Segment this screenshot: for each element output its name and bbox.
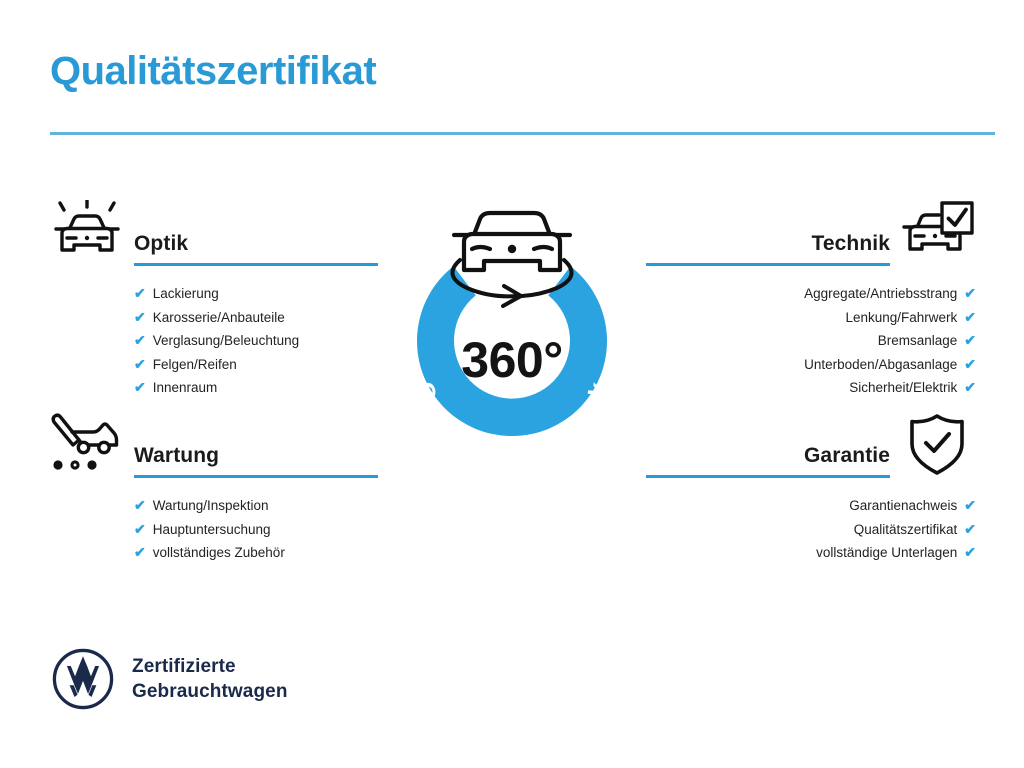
list-item: ✔ Hauptuntersuchung (134, 518, 378, 542)
car-shine-icon (48, 200, 126, 266)
section-title-optik: Optik (134, 232, 189, 255)
check-icon: ✔ (134, 379, 146, 395)
check-icon: ✔ (134, 497, 146, 513)
footer-brand: Zertifizierte Gebrauchtwagen (52, 648, 288, 710)
badge-ring (417, 266, 607, 437)
checklist-garantie: Garantienachweis ✔ Qualitätszertifikat ✔ v… (646, 494, 976, 565)
car-service-tools-icon (48, 412, 126, 478)
page-title: Qualitätszertifikat (50, 49, 377, 93)
footer-wordmark: Zertifizierte Gebrauchtwagen (132, 654, 288, 704)
list-item: ✔ Verglasung/Beleuchtung (134, 329, 378, 353)
check-icon: ✔ (134, 285, 146, 301)
list-item-label: Karosserie/Anbauteile (152, 309, 285, 325)
check-icon: ✔ (964, 285, 976, 301)
check-icon: ✔ (134, 332, 146, 348)
section-title-garantie: Garantie (804, 444, 890, 467)
list-item: Aggregate/Antriebsstrang ✔ (646, 282, 976, 306)
check-icon: ✔ (964, 379, 976, 395)
list-item: Garantienachweis ✔ (646, 494, 976, 518)
list-item-label: vollständige Unterlagen (816, 545, 958, 560)
list-item: ✔ Felgen/Reifen (134, 353, 378, 377)
list-item-label: Qualitätszertifikat (853, 521, 958, 537)
list-item: ✔ Karosserie/Anbauteile (134, 306, 378, 330)
check-icon: ✔ (964, 332, 976, 348)
checklist-optik: ✔ Lackierung ✔ Karosserie/Anbauteile ✔ Verg… (48, 282, 378, 400)
list-item: Unterboden/Abgasanlage ✔ (646, 353, 976, 377)
section-underline-wartung (134, 475, 378, 478)
section-header-optik: Optik (48, 200, 378, 272)
list-item: vollständige Unterlagen ✔ (646, 541, 976, 565)
section-header-wartung: Wartung (48, 412, 378, 484)
footer-line-2: Gebrauchtwagen (132, 681, 288, 702)
list-item-label: vollständiges Zubehör (152, 545, 285, 560)
checklist-wartung: ✔ Wartung/Inspektion ✔ Hauptuntersuchung ✔… (48, 494, 378, 565)
check-icon: ✔ (964, 497, 976, 513)
section-wartung: Wartung ✔ Wartung/Inspektion ✔ Hauptunters… (48, 412, 378, 565)
car-rotation-icon (450, 210, 574, 308)
list-item: ✔ Lackierung (134, 282, 378, 306)
list-item-label: Lackierung (152, 286, 219, 301)
badge-center-label: 360° (461, 332, 562, 388)
list-item: Bremsanlage ✔ (646, 329, 976, 353)
section-technik: Technik Aggregate/Antriebsstrang ✔ Lenkun… (646, 200, 976, 400)
car-checkbox-icon (898, 200, 976, 266)
list-item-label: Verglasung/Beleuchtung (152, 333, 300, 348)
check-icon: ✔ (134, 355, 146, 372)
list-item-label: Felgen/Reifen (152, 356, 237, 372)
list-item-label: Wartung/Inspektion (152, 498, 269, 513)
list-item-label: Garantienachweis (849, 498, 958, 513)
check-icon: ✔ (964, 355, 976, 372)
badge-360-gebrauchtwagen-check: Gebrauchtwagen-Check 360° (372, 192, 652, 502)
list-item-label: Aggregate/Antriebsstrang (804, 286, 958, 301)
section-underline-optik (134, 263, 378, 266)
list-item: ✔ Innenraum (134, 376, 378, 400)
section-underline-technik (646, 263, 890, 266)
list-item: Lenkung/Fahrwerk ✔ (646, 306, 976, 330)
list-item: ✔ vollständiges Zubehör (134, 541, 378, 565)
check-icon: ✔ (964, 520, 976, 537)
list-item-label: Unterboden/Abgasanlage (804, 356, 958, 372)
list-item-label: Hauptuntersuchung (152, 521, 271, 537)
section-optik: Optik ✔ Lackierung ✔ Karosserie/Anbauteile… (48, 200, 378, 400)
footer-line-1: Zertifizierte (132, 656, 236, 677)
section-header-technik: Technik (646, 200, 976, 272)
list-item-label: Innenraum (152, 380, 218, 395)
check-icon: ✔ (964, 544, 976, 560)
list-item: Qualitätszertifikat ✔ (646, 518, 976, 542)
list-item-label: Lenkung/Fahrwerk (845, 309, 958, 325)
section-garantie: Garantie Garantienachweis ✔ Qualitätszert… (646, 412, 976, 565)
title-divider (50, 132, 995, 135)
list-item: Sicherheit/Elektrik ✔ (646, 376, 976, 400)
check-icon: ✔ (134, 520, 146, 537)
checklist-technik: Aggregate/Antriebsstrang ✔ Lenkung/Fahrwe… (646, 282, 976, 400)
section-title-wartung: Wartung (134, 444, 220, 467)
check-icon: ✔ (964, 308, 976, 325)
list-item: ✔ Wartung/Inspektion (134, 494, 378, 518)
list-item-label: Sicherheit/Elektrik (849, 380, 958, 395)
list-item-label: Bremsanlage (877, 333, 958, 348)
shield-check-icon (898, 412, 976, 478)
section-underline-garantie (646, 475, 890, 478)
section-header-garantie: Garantie (646, 412, 976, 484)
volkswagen-logo (52, 648, 114, 710)
check-icon: ✔ (134, 308, 146, 325)
section-title-technik: Technik (811, 232, 890, 255)
check-icon: ✔ (134, 544, 146, 560)
